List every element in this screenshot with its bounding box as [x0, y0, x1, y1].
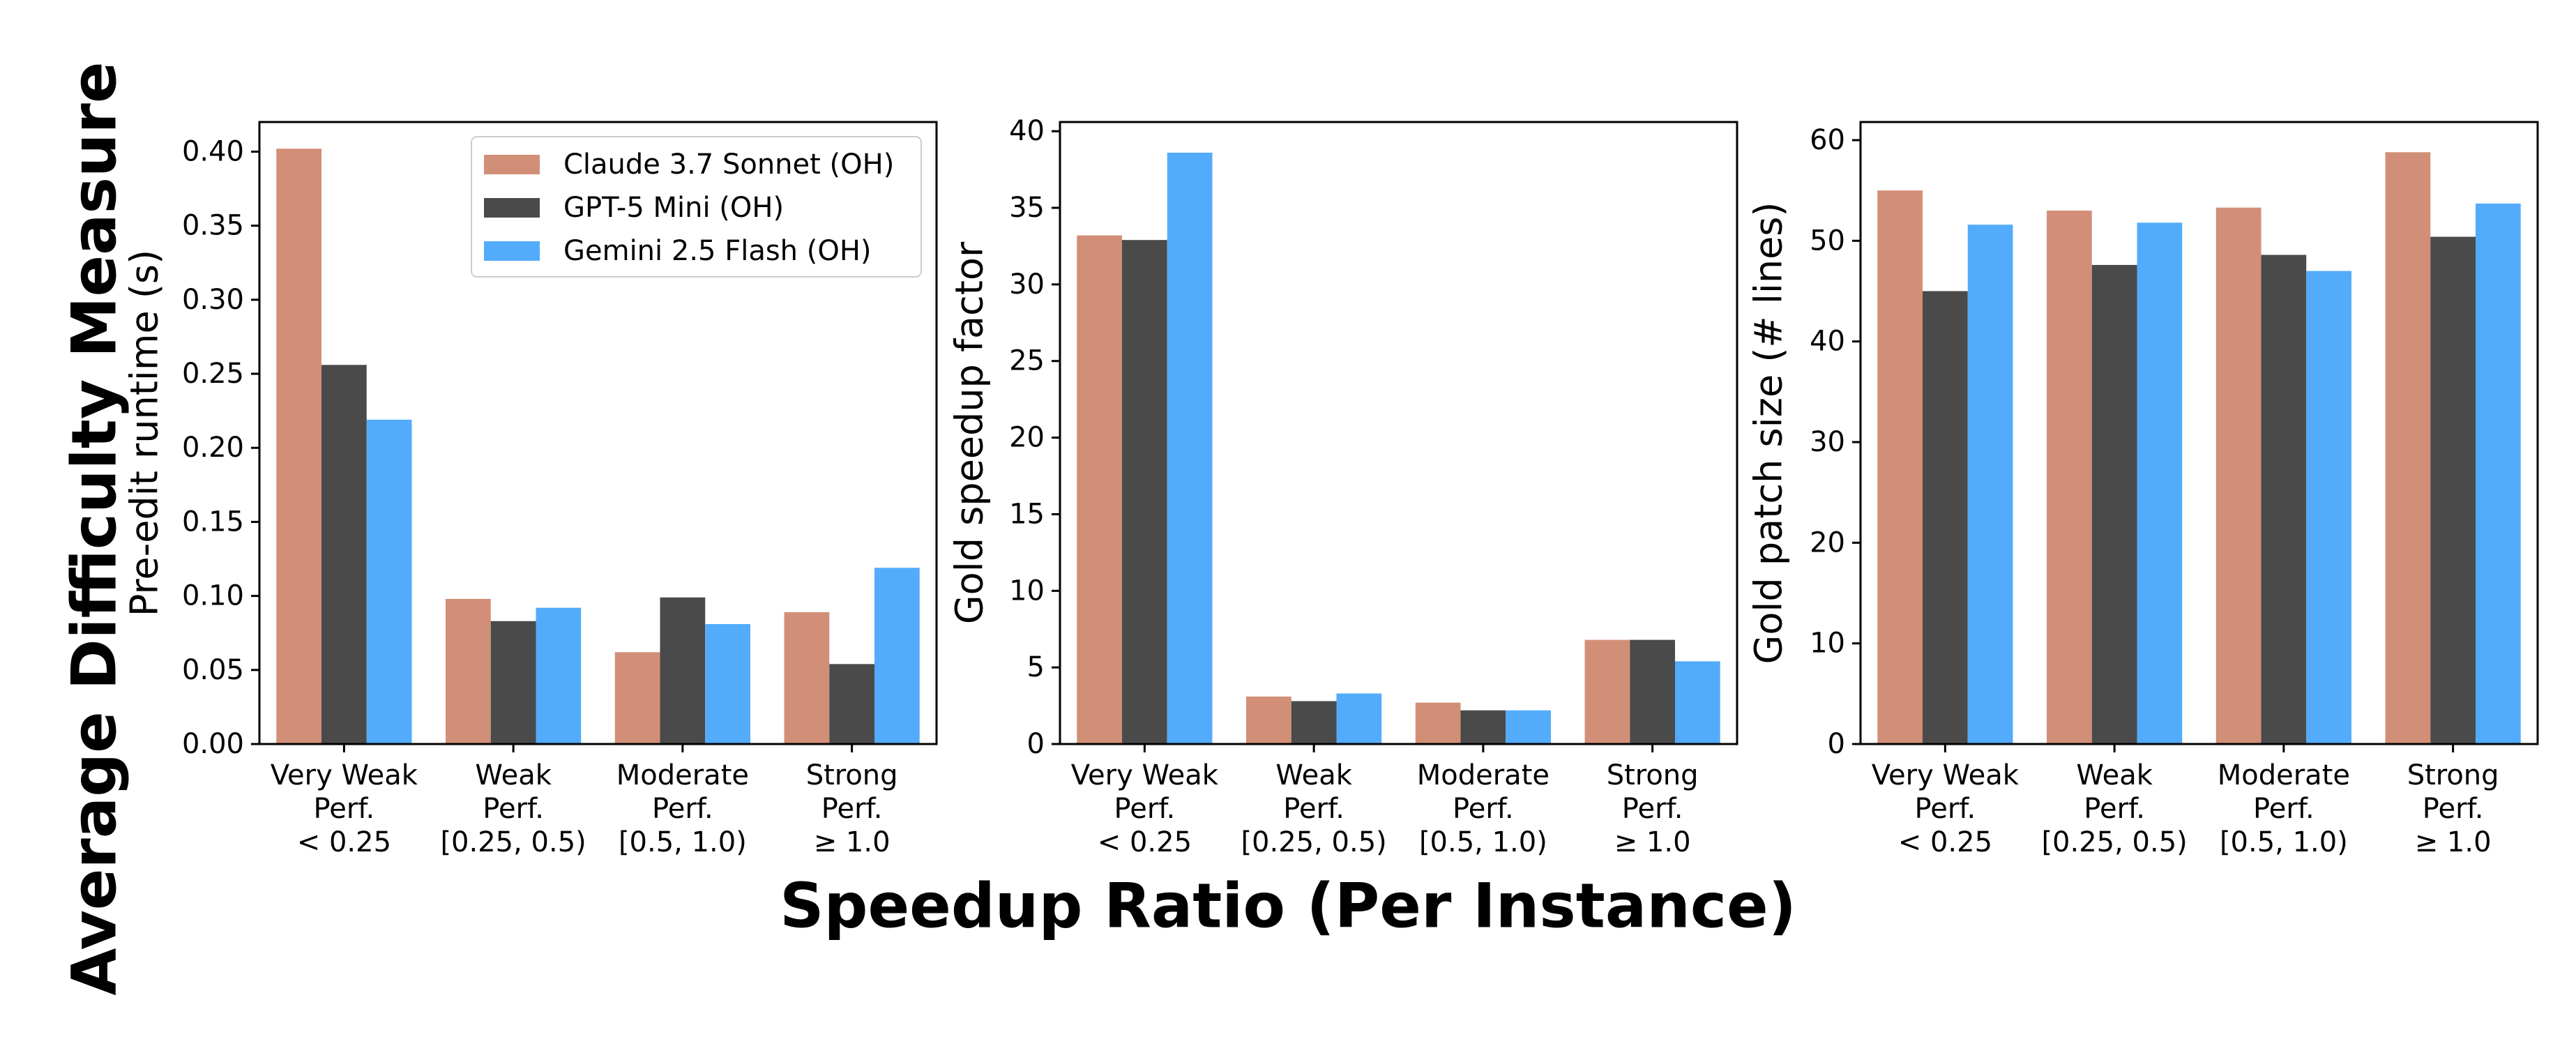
y-tick-label: 0.25 [182, 358, 244, 390]
legend-swatch-1 [484, 155, 540, 174]
bar-1-3 [1415, 702, 1461, 744]
bar-2-2 [1291, 701, 1337, 744]
y-tick-label: 0.20 [182, 432, 244, 464]
x-tick-label: Weak Perf. [0.25, 0.5) [1241, 759, 1386, 858]
x-tick-label: Moderate Perf. [0.5, 1.0) [2218, 759, 2350, 858]
x-tick-label: Very Weak Perf. < 0.25 [1872, 759, 2020, 858]
y-tick-label: 0.35 [182, 210, 244, 242]
y-tick-label: 0.30 [182, 284, 244, 316]
y-tick-label: 0.15 [182, 506, 244, 538]
legend-swatch-2 [484, 198, 540, 218]
x-tick-label: Strong Perf. ≥ 1.0 [2407, 759, 2499, 858]
bar-1-3 [2215, 207, 2261, 744]
y-tick-label: 50 [1810, 225, 1845, 257]
legend-label-1: Claude 3.7 Sonnet (OH) [563, 149, 894, 181]
bar-3-2 [2137, 222, 2183, 745]
y-tick-label: 40 [1009, 115, 1045, 147]
y-tick-label: 0.40 [182, 135, 244, 167]
bar-3-4 [874, 568, 920, 744]
x-tick-label: Moderate Perf. [0.5, 1.0) [1417, 759, 1550, 858]
y-tick-label: 20 [1009, 422, 1045, 454]
bar-3-4 [1674, 661, 1720, 744]
bar-3-2 [1336, 693, 1382, 744]
bar-1-4 [2385, 152, 2431, 744]
bar-1-1 [1077, 235, 1123, 744]
y-tick-label: 0 [1828, 728, 1845, 760]
bar-1-4 [1584, 639, 1630, 744]
legend-label-2: GPT-5 Mini (OH) [563, 192, 784, 224]
y-tick-label: 25 [1009, 345, 1045, 377]
x-tick-label: Very Weak Perf. < 0.25 [271, 759, 418, 858]
x-tick-label: Strong Perf. ≥ 1.0 [1607, 759, 1699, 858]
y-tick-label: 30 [1009, 268, 1045, 301]
legend-swatch-3 [484, 241, 540, 261]
bar-3-3 [1506, 710, 1551, 744]
bar-1-1 [1877, 190, 1923, 744]
y-tick-label: 0.10 [182, 580, 244, 612]
x-tick-label: Moderate Perf. [0.5, 1.0) [616, 759, 749, 858]
y-axis-label: Gold speedup factor [948, 241, 992, 624]
bar-2-3 [1460, 710, 1506, 744]
y-axis-label: Gold patch size (# lines) [1747, 202, 1791, 665]
bar-3-4 [2475, 203, 2521, 745]
bar-2-1 [321, 365, 367, 744]
y-tick-label: 40 [1810, 326, 1845, 358]
bar-1-3 [614, 652, 660, 744]
bar-2-1 [1923, 291, 1968, 744]
axes-frame [1859, 121, 2539, 745]
y-tick-label: 5 [1027, 651, 1045, 683]
y-tick-label: 30 [1810, 426, 1845, 458]
bar-2-4 [1630, 639, 1675, 744]
y-axis-label: Pre-edit runtime (s) [123, 250, 167, 616]
y-tick-label: 15 [1009, 498, 1045, 530]
bar-1-2 [2047, 211, 2092, 744]
figure-x-label: Speedup Ratio (Per Instance) [780, 870, 1796, 942]
x-tick-label: Strong Perf. ≥ 1.0 [806, 759, 898, 858]
y-tick-label: 10 [1009, 575, 1045, 607]
bar-2-2 [490, 621, 536, 744]
legend: Claude 3.7 Sonnet (OH) GPT-5 Mini (OH) Gem… [471, 136, 922, 278]
y-tick-label: 35 [1009, 192, 1045, 224]
bar-1-2 [446, 598, 491, 744]
bar-1-2 [1246, 696, 1291, 744]
legend-label-3: Gemini 2.5 Flash (OH) [563, 235, 872, 267]
bar-2-3 [660, 597, 706, 744]
y-tick-label: 60 [1810, 124, 1845, 156]
bar-2-2 [2091, 264, 2137, 745]
bar-2-4 [2430, 236, 2476, 744]
y-tick-label: 0 [1027, 728, 1045, 760]
x-tick-label: Very Weak Perf. < 0.25 [1071, 759, 1219, 858]
y-tick-label: 10 [1810, 628, 1845, 660]
bar-1-4 [784, 612, 830, 744]
bar-3-1 [1967, 225, 2013, 745]
x-tick-label: Weak Perf. [0.25, 0.5) [440, 759, 586, 858]
figure-y-label: Average Difficulty Measure [59, 61, 130, 995]
bar-2-3 [2261, 255, 2307, 744]
bar-2-4 [829, 664, 874, 744]
chart-panels: 0.00 0.05 0.10 0.15 0.20 0.25 0.30 0.35 0.40 Very… [123, 115, 2539, 858]
legend-box [471, 136, 922, 278]
axes-frame [258, 121, 938, 745]
y-tick-label: 20 [1810, 526, 1845, 559]
y-tick-label: 0.05 [182, 654, 244, 686]
axes-frame [1059, 121, 1738, 745]
bar-2-1 [1122, 240, 1167, 744]
x-tick-label: Weak Perf. [0.25, 0.5) [2041, 759, 2187, 858]
bar-3-2 [536, 607, 582, 744]
bar-3-1 [366, 419, 412, 744]
y-tick-label: 0.00 [182, 728, 244, 760]
chart-panel-2: 0 5 10 15 20 25 30 35 40 Very Weak Perf. < 0.25Weak… [948, 115, 1738, 858]
bar-3-3 [2306, 271, 2351, 744]
chart-panel-1: 0.00 0.05 0.10 0.15 0.20 0.25 0.30 0.35 0.40 Very… [123, 121, 938, 858]
bar-3-1 [1167, 152, 1213, 744]
bar-1-1 [276, 149, 322, 744]
bar-3-3 [705, 623, 750, 744]
